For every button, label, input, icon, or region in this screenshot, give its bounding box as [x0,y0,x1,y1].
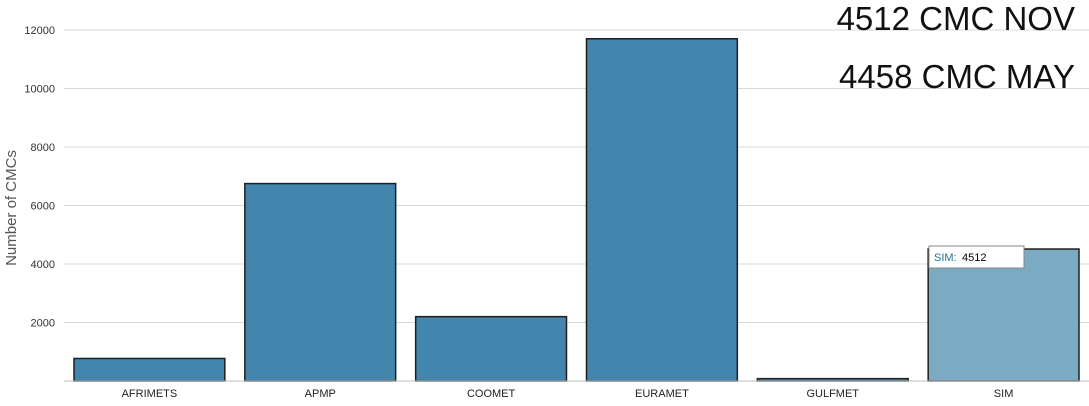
axes: 2000 4000 6000 8000 10000 12000 AFRIMETS APMP CO… [24,25,1089,400]
bar-euramet [585,38,739,382]
x-tick-label: EURAMET [635,388,689,400]
gridlines [64,29,1089,323]
tooltip-value: 4512 [962,252,986,264]
y-tick-label: 10000 [24,84,55,96]
bar-apmp [244,182,397,382]
y-tick-label: 2000 [31,318,55,330]
annotation-nov: 4512 CMC NOV [837,0,1075,37]
y-tick-label: 12000 [24,25,55,37]
bar-sim [927,248,1080,382]
annotation-may: 4458 CMC MAY [839,58,1075,95]
y-tick-label: 6000 [31,201,55,213]
x-tick-label: GULFMET [806,388,859,400]
x-tick-label: AFRIMETS [122,388,178,400]
x-tick-label: COOMET [467,388,516,400]
bar-tooltip: SIM: 4512 [928,245,1025,269]
y-tick-label: 4000 [31,259,55,271]
tooltip-series-name: SIM: [934,252,957,264]
bar-coomet [414,315,568,382]
x-tick-label: SIM [994,388,1014,400]
bar-afrimets [73,357,226,382]
x-tick-label: APMP [305,388,336,400]
y-axis-label: Number of CMCs [3,150,20,266]
y-tick-label: 8000 [31,142,55,154]
tooltip-box [928,245,1025,269]
bars [73,38,1080,382]
